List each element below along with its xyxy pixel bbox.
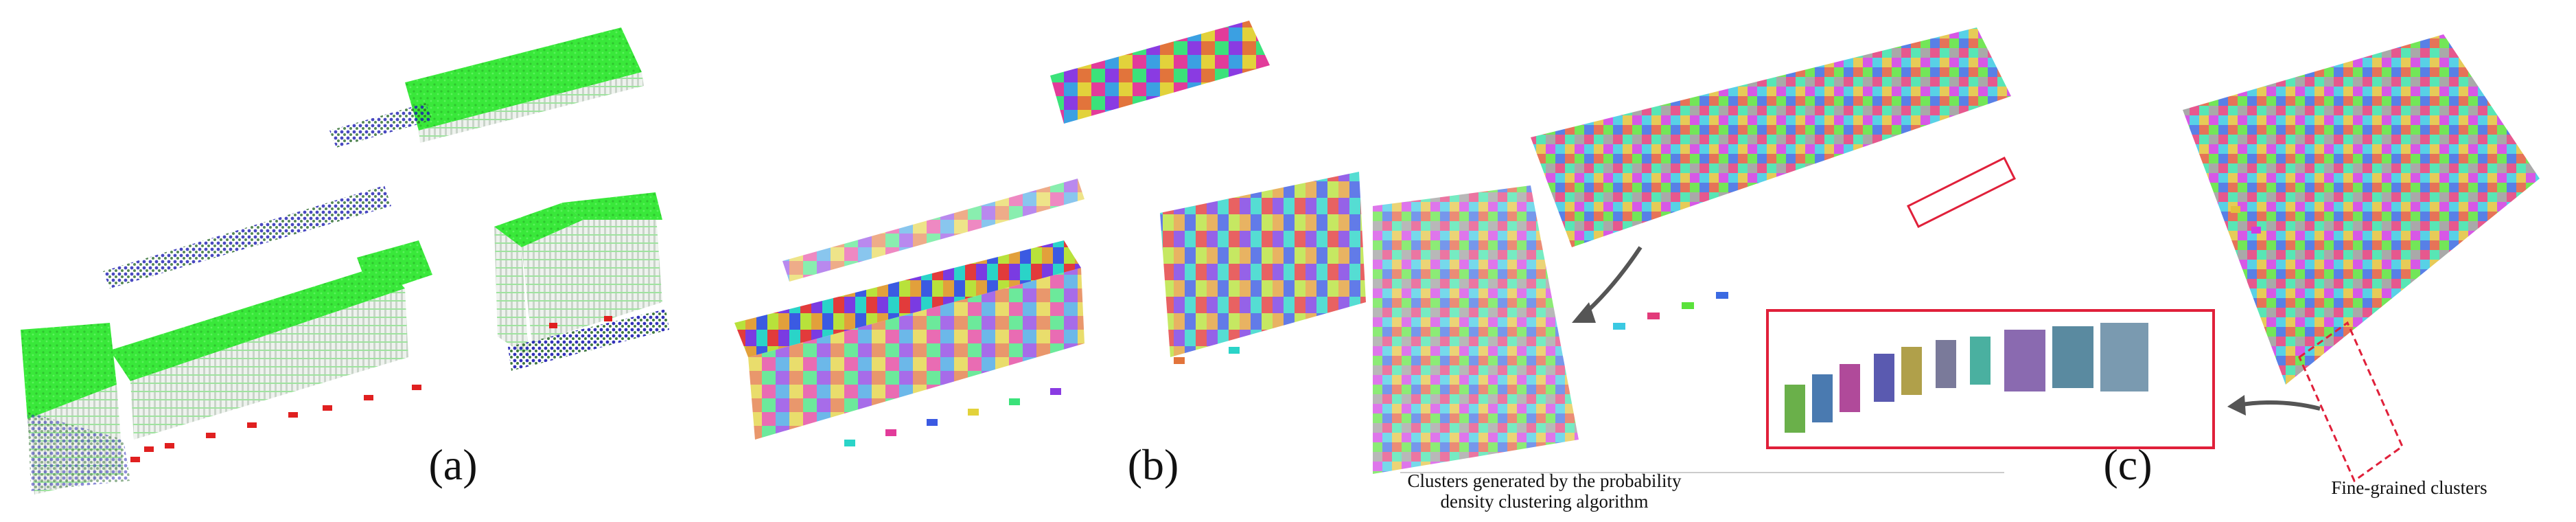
cars: [130, 316, 612, 462]
caption-a: (a): [428, 440, 478, 489]
caption-c: (c): [2103, 440, 2153, 489]
building-tower-right: [494, 192, 662, 357]
zoomed-clusters: [1785, 323, 2148, 433]
facade-clusters-long: [748, 268, 1084, 440]
arrow-left-head: [2227, 395, 2246, 416]
roof-clusters-long: [734, 240, 1081, 357]
highlight-region-left: [1906, 156, 2017, 229]
building-roof-top-right: [405, 27, 644, 143]
facade-clusters-left-view: [1373, 185, 1579, 474]
roof-clusters-top-right: [1050, 21, 1270, 124]
car-clusters: [844, 347, 1240, 446]
arrow-down-icon: [1581, 246, 1643, 318]
arrow-left-icon: [2237, 400, 2321, 411]
building-clusters-right-view: [2183, 34, 2540, 385]
note-fine-grained: Fine-grained clusters: [2331, 477, 2487, 498]
point-cloud-semantic: [21, 27, 669, 495]
arrow-down-head: [1572, 302, 1596, 323]
panel-a: (a): [0, 0, 680, 522]
point-cloud-clusters-detail: [1373, 27, 2540, 483]
note-probability-clusters: Clusters generated by the probability de…: [1407, 470, 1682, 512]
highlight-region-right: [2298, 321, 2404, 483]
caption-b: (b): [1127, 440, 1179, 489]
point-cloud-instances: [734, 21, 1366, 446]
panel-b: (b): [680, 0, 1373, 522]
panel-c: Clusters generated by the probability de…: [1373, 0, 2576, 522]
tower-clusters: [1160, 172, 1366, 357]
building-clusters-left-view: [1531, 27, 2011, 247]
vegetation-rows: [27, 103, 669, 491]
tree-clusters-row: [782, 179, 1084, 282]
car-clusters-detail: [1613, 206, 2261, 330]
